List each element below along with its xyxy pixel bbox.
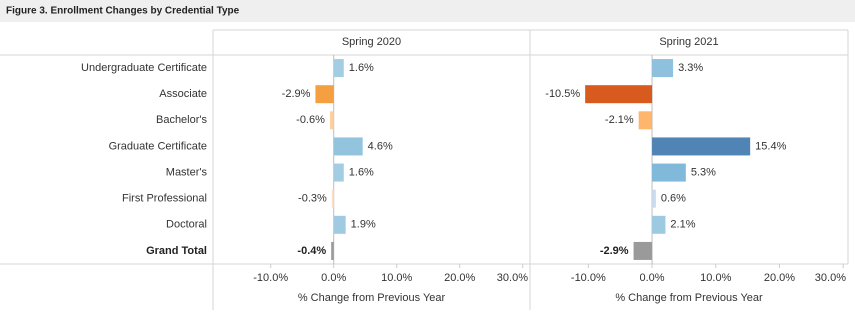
bar xyxy=(652,189,656,208)
value-label: 0.6% xyxy=(661,193,686,205)
bar xyxy=(333,215,346,234)
value-label: 4.6% xyxy=(368,140,393,152)
title-bar xyxy=(0,0,855,22)
value-label: -0.4% xyxy=(297,245,326,257)
value-label: 1.9% xyxy=(351,219,376,231)
panel-title: Spring 2020 xyxy=(342,36,401,48)
bar xyxy=(315,85,334,104)
category-label: Grand Total xyxy=(146,245,207,257)
x-tick-label: 0.0% xyxy=(321,272,346,284)
value-label: 1.6% xyxy=(349,62,374,74)
value-label: -0.3% xyxy=(298,193,327,205)
bar xyxy=(585,85,653,104)
value-label: -10.5% xyxy=(545,88,580,100)
panel-title: Spring 2021 xyxy=(659,36,718,48)
bar xyxy=(652,137,751,156)
value-label: 2.1% xyxy=(670,219,695,231)
value-label: 1.6% xyxy=(349,166,374,178)
category-label: Bachelor's xyxy=(156,114,208,126)
x-tick-label: 10.0% xyxy=(700,272,731,284)
x-tick-label: 20.0% xyxy=(764,272,795,284)
category-label: Graduate Certificate xyxy=(109,140,207,152)
bar xyxy=(333,137,363,156)
value-label: -0.6% xyxy=(296,114,325,126)
value-label: 15.4% xyxy=(755,140,786,152)
category-label: Undergraduate Certificate xyxy=(81,62,207,74)
x-tick-label: 20.0% xyxy=(444,272,475,284)
x-axis-label: % Change from Previous Year xyxy=(298,292,446,304)
bar xyxy=(652,163,686,182)
value-label: -2.1% xyxy=(605,114,634,126)
bar xyxy=(633,241,653,260)
figure-title: Figure 3. Enrollment Changes by Credenti… xyxy=(6,6,240,17)
value-label: 3.3% xyxy=(678,62,703,74)
x-tick-label: 30.0% xyxy=(497,272,528,284)
bar xyxy=(329,111,334,130)
value-label: -2.9% xyxy=(282,88,311,100)
x-tick-label: -10.0% xyxy=(571,272,606,284)
bar xyxy=(333,163,344,182)
bar xyxy=(638,111,653,130)
bar xyxy=(652,59,674,78)
x-tick-label: 10.0% xyxy=(381,272,412,284)
category-label: Master's xyxy=(166,166,208,178)
bar xyxy=(331,189,334,208)
value-label: 5.3% xyxy=(691,166,716,178)
bar xyxy=(333,59,344,78)
value-label: -2.9% xyxy=(600,245,629,257)
bar xyxy=(652,215,666,234)
x-tick-label: 0.0% xyxy=(640,272,665,284)
x-tick-label: -10.0% xyxy=(253,272,288,284)
category-label: Doctoral xyxy=(166,219,207,231)
category-label: First Professional xyxy=(122,193,207,205)
x-tick-label: 30.0% xyxy=(815,272,846,284)
bar xyxy=(331,241,334,260)
x-axis-label: % Change from Previous Year xyxy=(615,292,763,304)
category-label: Associate xyxy=(159,88,207,100)
